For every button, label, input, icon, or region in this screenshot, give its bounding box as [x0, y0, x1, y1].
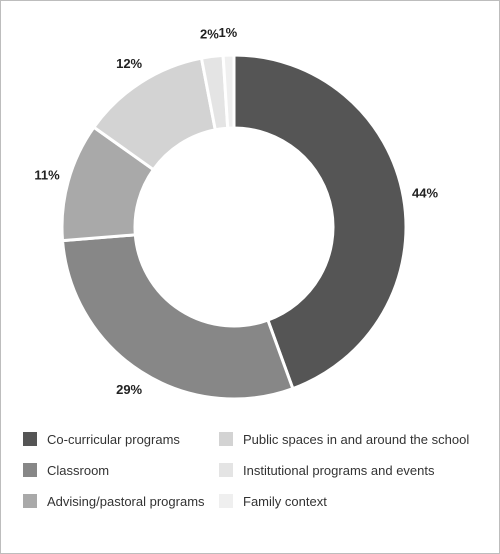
legend-label: Institutional programs and events: [243, 462, 435, 478]
data-label-public-spaces: 12%: [116, 56, 142, 71]
data-label-advising: 11%: [34, 167, 60, 182]
data-label-family: 1%: [218, 25, 237, 40]
legend-item-family: Family context: [219, 491, 327, 511]
legend-label: Family context: [243, 493, 327, 509]
donut-slice-classroom: [60, 233, 295, 401]
legend-item-advising: Advising/pastoral programs: [23, 491, 205, 511]
legend-label: Advising/pastoral programs: [47, 493, 205, 509]
legend-swatch: [23, 494, 37, 508]
data-label-institutional: 2%: [200, 27, 219, 42]
data-label-co-curricular: 44%: [412, 185, 438, 200]
donut-slice-family: [221, 53, 236, 130]
legend-swatch: [219, 494, 233, 508]
legend-item-co-curricular: Co-curricular programs: [23, 429, 180, 449]
legend-item-classroom: Classroom: [23, 460, 109, 480]
donut-slice-co-curricular: [232, 53, 408, 391]
legend-label: Classroom: [47, 462, 110, 478]
legend-swatch: [219, 432, 233, 446]
legend-label: Co-curricular programs: [47, 431, 180, 447]
data-label-classroom: 29%: [116, 382, 142, 397]
legend-label: Public spaces in and around the school: [243, 431, 470, 447]
legend-item-institutional: Institutional programs and events: [219, 460, 435, 480]
legend-swatch: [23, 432, 37, 446]
donut-chart: 44% 29% 11% 12% 2% 1%: [34, 25, 438, 401]
legend-swatch: [23, 463, 37, 477]
chart-legend: Co-curricular programs Classroom Advisin…: [23, 429, 483, 539]
legend-item-public-spaces: Public spaces in and around the school: [219, 429, 469, 449]
legend-swatch: [219, 463, 233, 477]
